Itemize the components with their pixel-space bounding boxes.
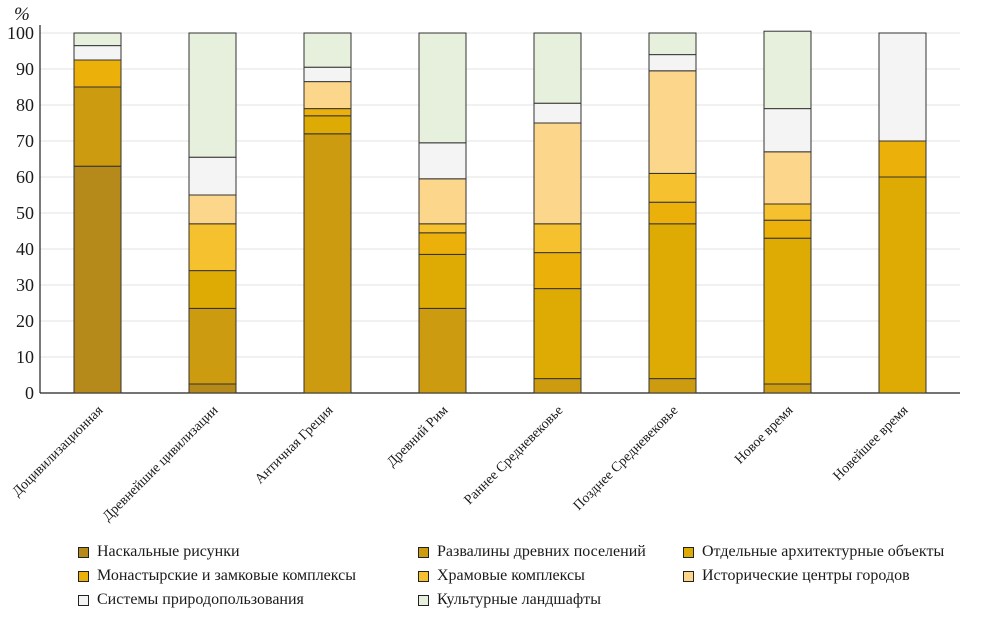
legend-swatch [418,570,429,582]
legend-item: Отдельные архитектурные объекты [683,543,978,561]
bar-segment [533,378,582,394]
bar-segment [533,288,582,380]
bar-segment [73,32,122,47]
bar-segment [418,223,467,234]
legend-label: Монастырские и замковые комплексы [97,567,357,584]
bar-segment [648,201,697,225]
legend-item: Культурные ландшафты [418,591,683,609]
legend-swatch [418,546,429,558]
bar-segment [648,378,697,394]
bar-segment [188,270,237,309]
bar-segment [763,383,812,394]
x-tick-label: Доцивилизационная [10,403,107,500]
bar-segment [648,172,697,203]
bar-segment [418,178,467,225]
bar-segment [303,81,352,110]
bar-segment [533,223,582,254]
legend-swatch [683,546,694,558]
y-tick-label: 30 [16,275,34,295]
bar-segment [303,32,352,68]
bar-segment [763,108,812,153]
bar-segment [878,32,927,142]
bar-segment [73,59,122,88]
legend-row: Монастырские и замковые комплексы Храмовы… [78,564,978,588]
bar-segment [878,176,927,394]
legend-item: Исторические центры городов [683,567,978,585]
legend-swatch [683,570,694,582]
legend-item: Монастырские и замковые комплексы [78,567,418,585]
bar-segment [188,223,237,272]
bar-segment [763,237,812,385]
bar-segment [533,252,582,290]
bar-segment [878,140,927,178]
bar-segment [648,223,697,380]
legend-label: Отдельные архитектурные объекты [702,543,945,560]
bar-segment [418,32,467,144]
y-tick-label: 20 [16,311,34,331]
legend-item: Системы природопользования [78,591,418,609]
legend-item: Развалины древних поселений [418,543,683,561]
bar-segment [418,142,467,180]
legend-label: Храмовые комплексы [437,567,585,584]
y-tick-label: 100 [7,23,34,43]
bar-segment [303,115,352,135]
x-tick-label: Новейшее время [831,403,912,484]
legend-item: Храмовые комплексы [418,567,683,585]
bar-segment [533,102,582,124]
legend-item: Наскальные рисунки [78,543,418,561]
bar-segment [533,32,582,104]
bar-segment [418,253,467,309]
y-tick-label: 50 [16,203,34,223]
bar-segment [188,307,237,385]
legend: Наскальные рисунки Развалины древних посе… [78,540,978,612]
chart-plot: 0 10 20 30 40 50 60 70 80 90 100% Доцивилизационная… [7,4,960,525]
legend-swatch [78,546,89,558]
y-tick-label: 60 [16,167,34,187]
bar-segment [763,151,812,205]
bar-segment [648,32,697,56]
x-tick-label: Античная Греция [252,403,336,487]
legend-row: Системы природопользования Культурные лан… [78,588,978,612]
bar-segment [763,203,812,221]
bar-segment [303,133,352,394]
legend-label: Исторические центры городов [702,567,910,584]
bar-segment [303,66,352,83]
bar-segment [188,32,237,158]
x-tick-label: Древнейшие цивилизации [100,403,222,525]
legend-label: Культурные ландшафты [437,591,601,608]
bar-segment [763,30,812,110]
legend-label: Развалины древних поселений [437,543,646,560]
bar-segment [418,232,467,255]
bar-segment [73,86,122,167]
bar-segment [73,165,122,394]
bar-segment [73,45,122,61]
bar-segment [303,108,352,117]
y-tick-label: 90 [16,59,34,79]
y-tick-label: 10 [16,347,34,367]
bar-segment [418,307,467,394]
y-axis-unit: % [14,4,30,25]
bar-segment [648,70,697,174]
bar-segment [533,122,582,225]
bar-segment [648,54,697,72]
bar-segment [188,383,237,394]
x-tick-label: Древний Рим [385,403,452,470]
y-tick-label: 0 [25,383,34,403]
legend-swatch [78,570,89,582]
x-tick-label: Раннее Средневековье [462,403,567,508]
legend-label: Наскальные рисунки [97,543,240,560]
legend-swatch [418,594,429,606]
y-tick-label: 80 [16,95,34,115]
legend-swatch [78,594,89,606]
x-tick-label: Новое время [732,403,796,467]
x-tick-label: Позднее Средневековье [571,403,681,513]
legend-row: Наскальные рисунки Развалины древних посе… [78,540,978,564]
bar-segment [188,194,237,225]
legend-label: Системы природопользования [97,591,304,608]
bar-segment [763,219,812,239]
bar-segment [188,156,237,196]
y-tick-label: 40 [16,239,34,259]
y-tick-label: 70 [16,131,34,151]
